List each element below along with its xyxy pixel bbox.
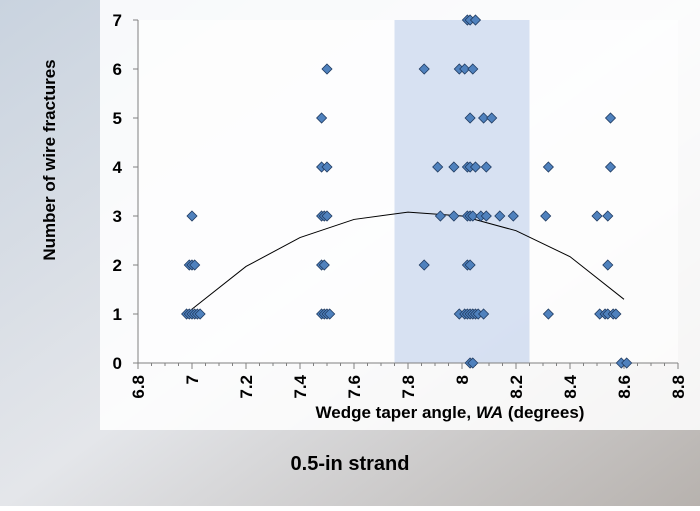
point <box>432 161 444 173</box>
y-tick-label: 5 <box>113 109 122 128</box>
y-tick-label: 4 <box>113 158 123 177</box>
point <box>448 161 460 173</box>
point <box>602 210 614 222</box>
x-tick-label: 7.6 <box>345 375 364 399</box>
y-tick-label: 2 <box>113 256 122 275</box>
point <box>324 308 336 320</box>
point <box>604 112 617 124</box>
x-tick-label: 6.8 <box>129 375 148 399</box>
point <box>189 259 201 271</box>
x-tick-label: 8.4 <box>561 374 580 398</box>
x-tick-label: 8.8 <box>669 375 688 399</box>
point <box>321 63 333 75</box>
chart-title: 0.5-in strand <box>291 453 410 475</box>
x-tick-label: 8.6 <box>615 375 634 399</box>
x-axis-label: Wedge taper angle, WA (degrees) <box>316 403 585 422</box>
x-label-part: (degrees) <box>503 403 584 422</box>
x-tick-label: 8 <box>453 375 472 384</box>
point <box>494 210 506 222</box>
point <box>602 259 614 271</box>
trend-line <box>191 211 625 310</box>
point <box>186 210 198 222</box>
point <box>318 259 330 271</box>
x-label-part: WA <box>476 403 503 422</box>
point <box>610 308 622 320</box>
x-tick-label: 7.2 <box>237 375 256 399</box>
point <box>591 210 603 222</box>
x-tick-label: 7.4 <box>291 374 310 398</box>
point <box>418 259 430 271</box>
point <box>321 210 333 222</box>
point <box>478 308 490 320</box>
point <box>467 63 479 75</box>
y-tick-label: 0 <box>113 354 122 373</box>
point <box>480 210 492 222</box>
y-axis-label: Number of wire fractures <box>40 59 59 260</box>
point <box>464 112 476 124</box>
point <box>621 357 633 369</box>
point <box>321 161 333 173</box>
point <box>480 161 492 173</box>
y-tick-label: 6 <box>113 60 122 79</box>
point <box>418 63 430 75</box>
point <box>542 308 554 320</box>
x-label-part: Wedge taper angle, <box>316 403 476 422</box>
point <box>459 63 471 75</box>
x-tick-label: 7.8 <box>399 375 418 399</box>
point <box>469 14 482 26</box>
point <box>469 161 482 173</box>
point <box>507 210 519 222</box>
y-tick-label: 1 <box>113 305 122 324</box>
shaded-range <box>394 20 530 363</box>
point <box>194 308 206 320</box>
point <box>478 112 490 124</box>
point <box>448 210 460 222</box>
point <box>467 210 479 222</box>
point <box>604 161 617 173</box>
x-tick-label: 8.2 <box>507 375 526 399</box>
point <box>540 210 552 222</box>
point <box>486 112 498 124</box>
x-tick-label: 7 <box>183 375 202 384</box>
y-tick-label: 7 <box>113 11 122 30</box>
point <box>542 161 554 173</box>
point <box>464 259 476 271</box>
point <box>434 210 446 222</box>
point <box>467 357 479 369</box>
point <box>316 112 328 124</box>
y-tick-label: 3 <box>113 207 122 226</box>
